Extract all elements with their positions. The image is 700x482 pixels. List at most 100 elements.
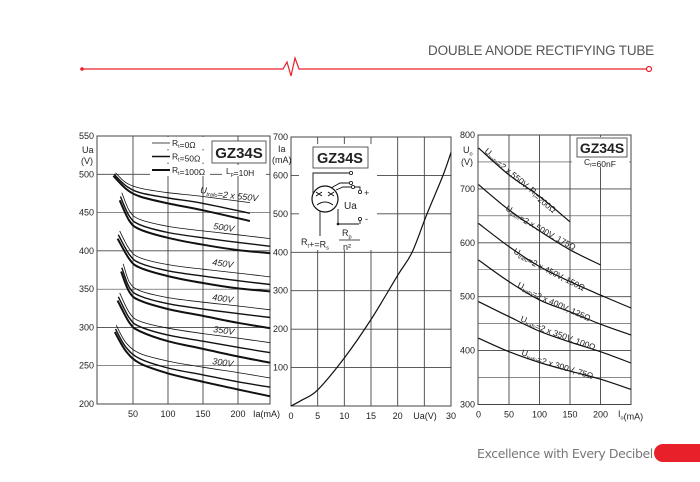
curve — [290, 152, 452, 407]
x-axis-label: Ia(mA) — [253, 409, 280, 419]
x-tick-label: 15 — [366, 411, 376, 421]
curve-3 — [478, 259, 632, 336]
text-part: =2 x 450V, 150Ω — [526, 255, 587, 293]
plot-frame — [96, 135, 271, 405]
subscript: trafo — [526, 355, 538, 364]
divider-line — [82, 55, 646, 77]
y-tick-label: 250 — [79, 361, 94, 371]
x-axis-label: Ua(V) — [413, 411, 437, 421]
subscript: t — [178, 171, 180, 177]
subscript: t — [178, 144, 180, 150]
formula-numerator: Rp — [342, 228, 352, 240]
curve-4 — [478, 301, 632, 364]
text-part: + — [309, 239, 314, 249]
x-tick-label: 0 — [476, 410, 481, 420]
group-label: 300V — [212, 356, 235, 369]
group-label: 400V — [212, 292, 235, 305]
curve-3-1 — [121, 267, 271, 319]
y-tick-label: 200 — [273, 324, 288, 334]
y-tick-label: 700 — [273, 132, 288, 142]
text-part: (mA) — [624, 411, 644, 421]
y-axis-unit: (V) — [461, 157, 473, 167]
text-part: =2 x 500V, 175Ω — [518, 213, 578, 252]
subscript: trafo — [508, 211, 520, 221]
subscript: p — [349, 234, 352, 240]
legend-bg — [150, 150, 210, 163]
ua-label: Ua — [344, 201, 357, 212]
x-tick-label: 150 — [562, 410, 577, 420]
y-tick-label: 300 — [460, 400, 475, 410]
y-tick-label: 550 — [79, 131, 94, 141]
divider-line-icon — [80, 55, 653, 77]
x-tick-label: 200 — [230, 409, 245, 419]
text-part: =R — [314, 239, 326, 249]
curve-label: Utrafo=2 x 550V, Rt=200Ω — [480, 146, 561, 215]
text-part: R — [172, 152, 178, 162]
y-tick-label: 500 — [273, 209, 288, 219]
y-tick-label: 200 — [79, 399, 94, 409]
footer-slogan: Excellence with Every Decibel — [477, 446, 653, 461]
x-tick-label: 150 — [195, 409, 210, 419]
legend-label: Rt=50Ω — [172, 152, 200, 164]
tube-badge: GZ34S — [215, 145, 263, 162]
group-label: 500V — [213, 221, 236, 234]
y-tick-label: 600 — [460, 238, 475, 248]
text-part: R — [342, 228, 349, 238]
subscript: t — [308, 243, 310, 249]
curve-label: Utrafo=2 x 500V, 175Ω — [503, 203, 579, 252]
x-tick-label: 10 — [339, 411, 349, 421]
x-tick-label: 100 — [532, 410, 547, 420]
text-part: =100Ω — [180, 167, 206, 177]
subscript: t — [178, 158, 180, 164]
text-part: 450V — [212, 257, 235, 270]
tube-symbol-icon — [311, 185, 339, 213]
divider-dot-icon — [80, 67, 84, 71]
text-part: U — [512, 246, 522, 258]
y-tick-label: 100 — [273, 363, 288, 373]
text-part: U — [504, 203, 514, 215]
text-part: U — [483, 146, 494, 158]
text-part: =2 x 350V, 100Ω — [534, 321, 597, 352]
text-part: U — [519, 313, 528, 324]
inductance-note: Lp=10H — [226, 166, 254, 178]
text-part: 350V — [213, 324, 236, 337]
legend-label: Rt=100Ω — [172, 165, 205, 177]
x-tick-label: 20 — [393, 411, 403, 421]
badge-box — [576, 137, 628, 158]
curve-4-0 — [119, 292, 271, 344]
x-tick-label: 100 — [160, 409, 175, 419]
tube-electrodes-icon — [315, 191, 335, 206]
y-tick-label: 700 — [460, 184, 475, 194]
formula-denominator: n² — [343, 242, 351, 252]
chart-anode-current-vs-voltage-drop: 700 600 500 400 300 200 100 0 5 10 15 20 30 Ia(mA) Ua(… — [272, 132, 456, 421]
subscript: trafo — [206, 192, 218, 199]
curve-1-0 — [121, 192, 271, 239]
text-part: I — [618, 409, 621, 419]
subscript: s — [326, 246, 329, 252]
page-title: DOUBLE ANODE RECTIFYING TUBE — [428, 43, 654, 58]
text-part: =60nF — [592, 159, 616, 169]
text-part: U — [516, 280, 526, 292]
x-tick-label: 0 — [288, 411, 293, 421]
group-label: 350V — [213, 324, 236, 337]
label-bg — [252, 405, 282, 419]
text-part: =50Ω — [180, 154, 201, 164]
label-bg — [276, 143, 290, 165]
subscript: trafo — [486, 154, 498, 165]
label-bg — [461, 144, 477, 166]
chart-output-voltage-vs-anode-current: 550 500 450 400 350 300 250 200 50 100 150 200 Ua(V)… — [79, 131, 282, 419]
curve-1 — [478, 184, 601, 266]
curve-2-0 — [119, 230, 271, 278]
junction-dot — [336, 222, 340, 226]
x-tick-label: 30 — [446, 411, 456, 421]
text-part: =10H — [234, 168, 255, 178]
text-part: U — [463, 145, 470, 155]
legend-label: Rt=0Ω — [172, 138, 196, 150]
curve-4-1 — [117, 296, 271, 354]
rt-formula: Rt+=Rs — [301, 237, 329, 252]
text-part: =2 x 300V, 75Ω — [536, 354, 595, 381]
subscript: o — [470, 151, 473, 157]
capacitance-note: Cf=60nF — [584, 157, 616, 169]
subscript: trafo — [524, 321, 536, 330]
y-tick-label: 300 — [273, 286, 288, 296]
